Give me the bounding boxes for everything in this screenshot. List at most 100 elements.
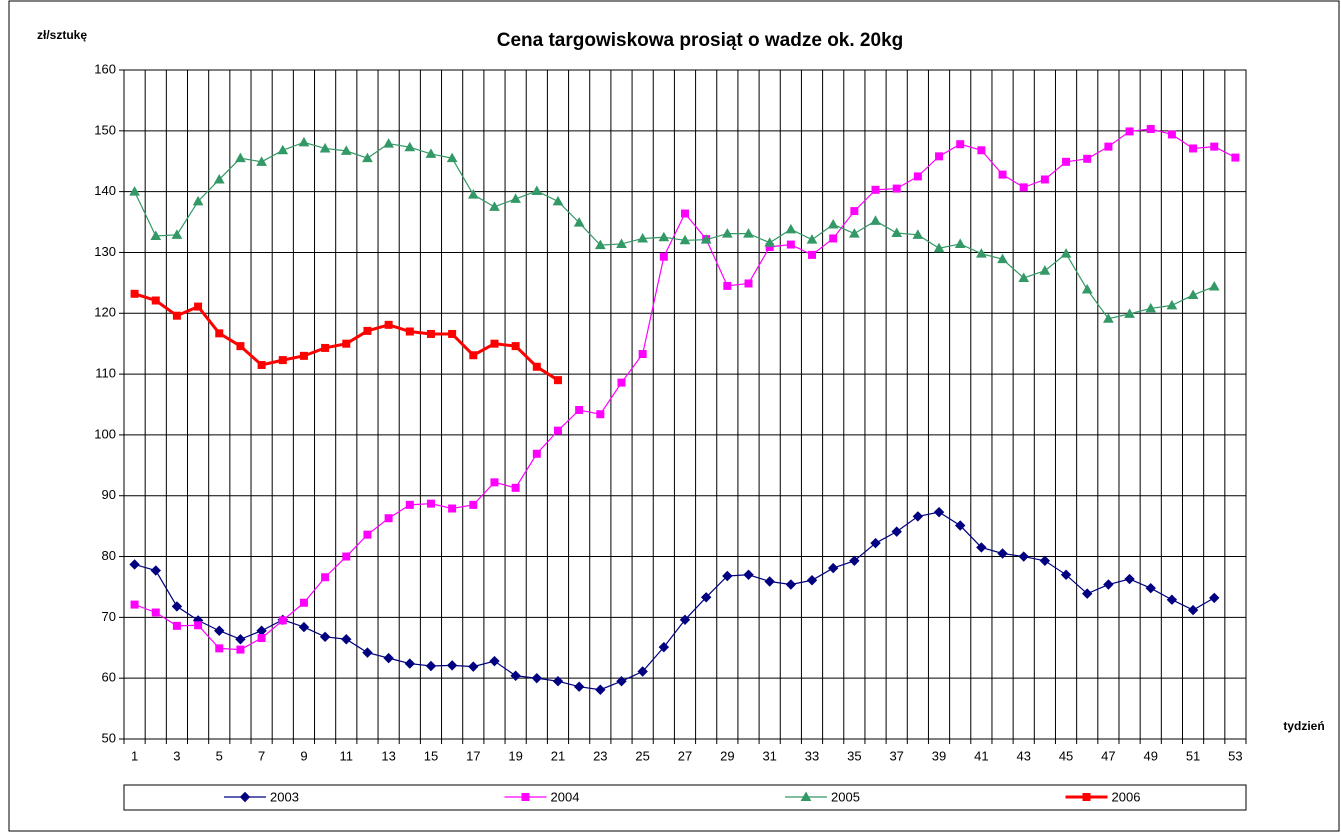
plot-border: [123, 69, 1247, 740]
data-point: [1062, 157, 1071, 166]
x-tick-label: 37: [889, 748, 903, 763]
data-point: [236, 645, 245, 654]
data-point: [552, 676, 564, 687]
data-point: [764, 237, 776, 247]
data-point: [1187, 289, 1199, 300]
data-point: [1125, 127, 1134, 136]
y-tick-label: 160: [94, 61, 116, 76]
data-point: [405, 327, 414, 336]
x-tick-label: 1: [131, 748, 138, 763]
data-point: [553, 426, 562, 435]
data-point: [510, 670, 521, 681]
data-point: [1103, 579, 1114, 590]
x-tick-label: 51: [1186, 748, 1200, 763]
legend-box: [123, 784, 1247, 811]
legend-label: 2006: [1112, 789, 1141, 804]
data-point: [257, 634, 266, 643]
data-point: [1040, 175, 1049, 184]
data-point: [700, 234, 712, 244]
data-point: [617, 378, 626, 387]
data-point: [531, 672, 543, 684]
x-tick-label: 25: [635, 748, 649, 763]
data-point: [1166, 594, 1178, 605]
data-point: [214, 625, 225, 636]
data-point: [235, 152, 246, 163]
data-point: [446, 660, 458, 671]
data-point: [722, 570, 733, 582]
data-point: [172, 311, 181, 320]
data-point: [426, 329, 435, 338]
x-tick-label: 13: [381, 748, 395, 763]
data-point: [298, 136, 310, 147]
x-tick-label: 45: [1059, 748, 1073, 763]
x-tick-label: 53: [1228, 748, 1242, 763]
x-tick-label: 7: [258, 748, 265, 763]
data-point: [659, 252, 668, 261]
data-point: [426, 499, 435, 508]
data-point: [679, 234, 691, 245]
data-point: [511, 342, 520, 351]
x-tick-label: 33: [805, 748, 819, 763]
data-point: [1189, 144, 1198, 153]
data-point: [681, 209, 689, 218]
data-point: [956, 140, 965, 149]
data-point: [998, 170, 1007, 179]
data-point: [638, 350, 647, 359]
data-point: [935, 152, 944, 161]
data-point: [130, 289, 139, 298]
legend-label: 2005: [831, 789, 860, 804]
x-tick-label: 5: [216, 748, 223, 763]
data-point: [384, 320, 393, 329]
data-point: [1167, 130, 1176, 139]
data-point: [448, 329, 457, 338]
data-point: [976, 542, 987, 553]
legend-marker: [1082, 793, 1091, 801]
data-point: [616, 238, 627, 248]
data-point: [1039, 265, 1051, 275]
data-point: [849, 555, 860, 567]
data-point: [194, 302, 203, 311]
data-point: [1146, 124, 1155, 133]
data-point: [384, 514, 393, 523]
data-point: [1187, 604, 1199, 616]
data-point: [1104, 142, 1113, 151]
y-tick-label: 80: [102, 548, 116, 563]
data-point: [425, 148, 437, 158]
data-point: [595, 684, 606, 695]
data-point: [573, 217, 585, 227]
data-point: [933, 242, 945, 253]
legend-marker: [239, 791, 251, 803]
data-point: [362, 647, 373, 658]
data-point: [870, 215, 881, 225]
data-point: [743, 228, 754, 238]
data-point: [637, 666, 648, 677]
data-point: [467, 189, 479, 199]
data-point: [130, 600, 139, 609]
x-tick-label: 35: [847, 748, 861, 763]
x-tick-label: 3: [173, 748, 180, 763]
data-point: [235, 634, 246, 645]
data-point: [1208, 280, 1220, 291]
data-point: [321, 573, 330, 582]
y-tick-label: 70: [102, 609, 116, 624]
data-point: [1039, 555, 1051, 567]
data-point: [1231, 153, 1240, 162]
data-point: [469, 500, 478, 509]
x-tick-label: 39: [932, 748, 946, 763]
data-point: [468, 661, 479, 672]
data-point: [490, 478, 499, 487]
data-point: [1210, 142, 1219, 151]
data-point: [892, 184, 901, 193]
x-tick-label: 11: [340, 748, 354, 763]
data-point: [850, 207, 859, 216]
data-point: [215, 644, 224, 653]
data-point: [236, 342, 245, 351]
data-point: [171, 229, 183, 239]
data-point: [658, 231, 670, 242]
data-point: [723, 281, 732, 290]
data-point: [743, 569, 754, 580]
data-point: [532, 449, 541, 458]
data-point: [1124, 573, 1135, 585]
data-point: [510, 193, 521, 203]
data-point: [342, 552, 351, 561]
